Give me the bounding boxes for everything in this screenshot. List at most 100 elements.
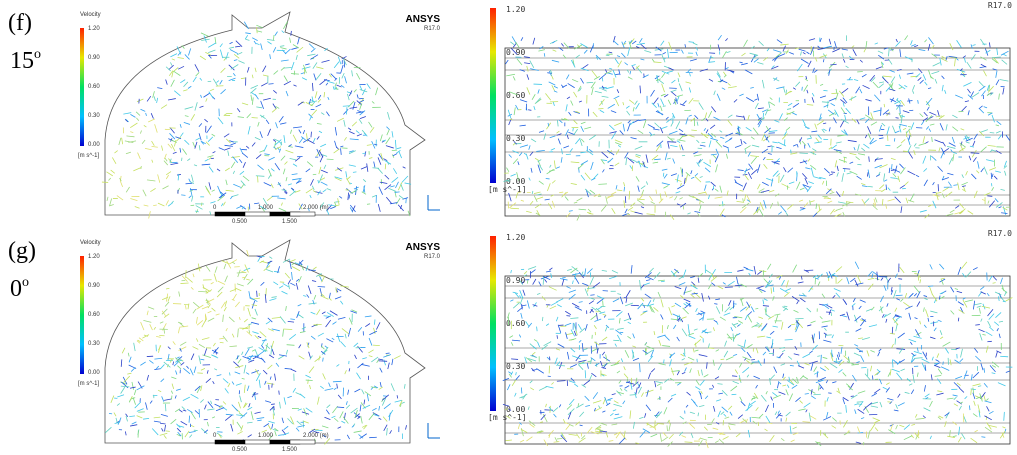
- vector: [614, 58, 619, 65]
- vector: [766, 48, 770, 52]
- vector: [320, 177, 326, 181]
- vector: [969, 145, 975, 148]
- vector: [916, 372, 919, 377]
- vector: [549, 70, 553, 74]
- vector: [671, 305, 676, 308]
- vector: [835, 266, 843, 273]
- vector: [938, 147, 941, 152]
- vector: [902, 110, 910, 114]
- vector: [601, 85, 605, 90]
- vector: [195, 267, 202, 270]
- vector: [610, 362, 620, 367]
- vector: [280, 155, 286, 161]
- vector: [239, 327, 249, 329]
- vector: [958, 147, 966, 152]
- vector: [661, 72, 666, 78]
- vector: [998, 320, 1004, 323]
- vector: [507, 312, 510, 319]
- vector: [935, 359, 940, 362]
- vector: [359, 110, 366, 116]
- vector: [680, 167, 683, 176]
- vector: [174, 139, 177, 147]
- vector: [669, 359, 672, 367]
- vector: [281, 30, 285, 34]
- vector: [976, 305, 982, 308]
- vector: [284, 161, 288, 165]
- vector: [758, 120, 762, 128]
- vector: [806, 89, 809, 94]
- vector: [165, 79, 168, 85]
- vector: [305, 374, 311, 379]
- vector: [916, 291, 921, 299]
- vector: [651, 154, 659, 161]
- vector: [754, 102, 759, 109]
- vector: [925, 309, 929, 318]
- vector: [713, 90, 716, 96]
- vector: [677, 382, 681, 386]
- vector: [626, 213, 631, 216]
- vector: [589, 276, 594, 285]
- vector: [243, 402, 247, 409]
- vector: [810, 362, 814, 371]
- vector: [1005, 370, 1010, 373]
- vector: [720, 411, 725, 415]
- vector: [193, 164, 198, 167]
- axis-triad: [427, 423, 440, 439]
- vector: [228, 77, 236, 81]
- vector: [176, 136, 182, 142]
- vector: [630, 202, 636, 207]
- vector: [566, 74, 570, 80]
- vector: [626, 381, 631, 384]
- vector: [199, 105, 204, 108]
- vector: [996, 48, 999, 56]
- vector: [691, 129, 697, 131]
- vector: [318, 355, 321, 361]
- vector: [551, 180, 556, 184]
- vector: [208, 91, 214, 99]
- vector: [336, 383, 338, 389]
- vector: [265, 400, 272, 403]
- vector: [845, 201, 854, 204]
- vector: [758, 289, 763, 294]
- vector: [200, 94, 202, 98]
- vector: [792, 378, 798, 384]
- vector: [680, 144, 684, 151]
- vector: [256, 27, 258, 34]
- vector: [366, 163, 369, 172]
- vector: [234, 287, 242, 292]
- vector-field: [101, 21, 412, 219]
- vector: [407, 210, 411, 217]
- vector: [393, 168, 398, 174]
- vector: [254, 411, 261, 414]
- vector: [366, 394, 369, 402]
- vector: [523, 274, 528, 277]
- vector: [689, 134, 695, 138]
- vector: [764, 127, 771, 134]
- vector: [200, 358, 205, 361]
- vector: [520, 428, 528, 434]
- vector: [198, 343, 206, 349]
- vector: [561, 148, 563, 155]
- vector: [1002, 426, 1006, 429]
- vector: [850, 277, 856, 283]
- vector: [893, 319, 898, 323]
- vector: [828, 112, 836, 117]
- vector: [117, 417, 122, 425]
- vector: [797, 365, 805, 369]
- vector: [294, 156, 301, 162]
- vector: [179, 347, 182, 352]
- vector: [178, 358, 184, 362]
- vector: [363, 424, 368, 430]
- vector: [332, 380, 342, 383]
- vector: [644, 272, 652, 279]
- vector: [770, 396, 773, 401]
- vector: [587, 286, 590, 292]
- vector: [726, 190, 729, 196]
- vector: [993, 321, 1000, 326]
- vector: [326, 209, 330, 215]
- vector: [197, 263, 201, 272]
- vector: [343, 136, 347, 141]
- vector: [889, 98, 896, 103]
- vector: [927, 204, 933, 208]
- vector: [691, 292, 698, 295]
